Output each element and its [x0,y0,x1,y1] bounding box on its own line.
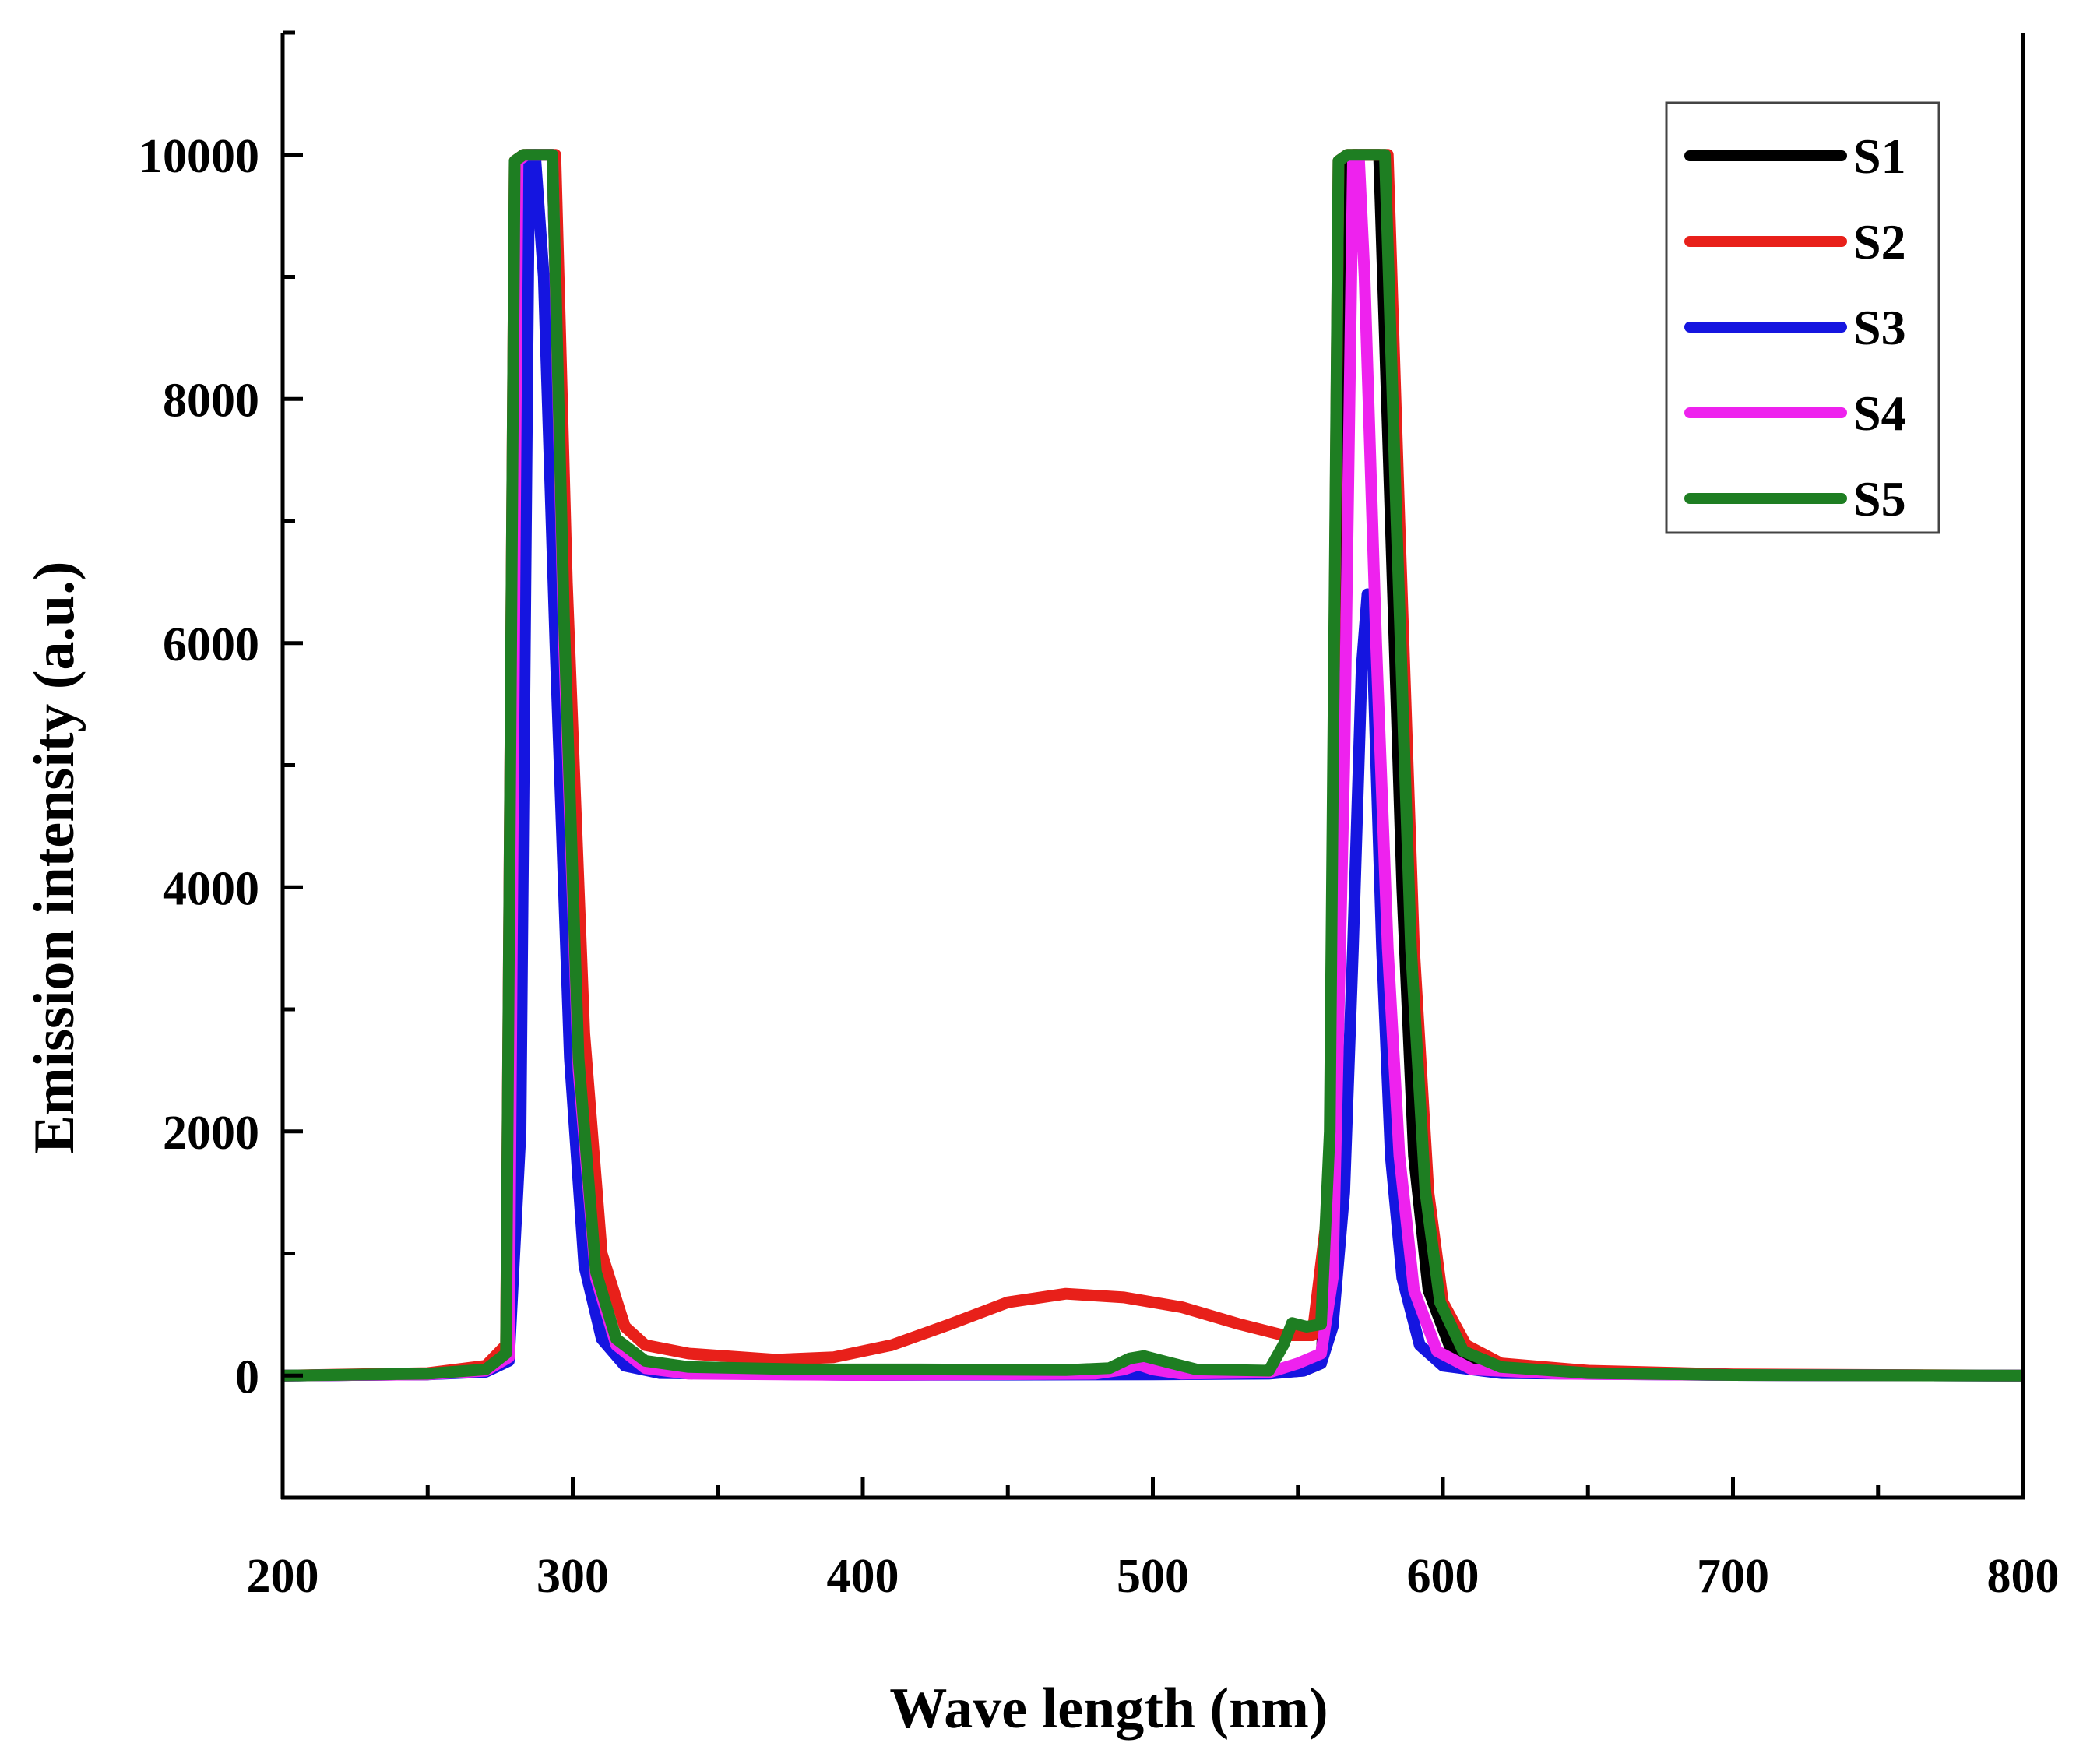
legend-label-s1: S1 [1853,129,1906,184]
x-tick-label: 400 [827,1550,899,1603]
x-tick-label: 800 [1987,1550,2060,1603]
y-tick-label: 2000 [163,1107,259,1160]
plot-area [283,149,2023,1382]
y-tick-label: 4000 [163,862,259,915]
axes: 200 300 400 500 600 700 8000200040006000800010… [139,30,2060,1603]
y-axis-title: Emission intensity (a.u.) [23,562,86,1154]
y-tick-label: 6000 [163,618,259,671]
legend-label-s3: S3 [1853,300,1906,355]
x-tick-label: 600 [1407,1550,1480,1603]
legend: S1 S2 S3 S4 S5 [1665,101,1940,534]
y-tick-label: 10000 [139,130,259,183]
x-tick-label: 500 [1117,1550,1189,1603]
legend-label-s4: S4 [1853,386,1906,441]
x-tick-label: 200 [247,1550,319,1603]
legend-label-s5: S5 [1853,471,1906,526]
x-axis-title: Wave length (nm) [889,1677,1328,1741]
series-lines [283,149,2023,1382]
y-tick-label: 8000 [163,374,259,427]
x-tick-label: 300 [537,1550,609,1603]
legend-box [1665,101,1940,534]
legend-label-s2: S2 [1853,214,1906,269]
y-tick-label: 0 [235,1350,259,1403]
series-line-s5 [283,149,2023,1382]
x-tick-label: 700 [1697,1550,1769,1603]
